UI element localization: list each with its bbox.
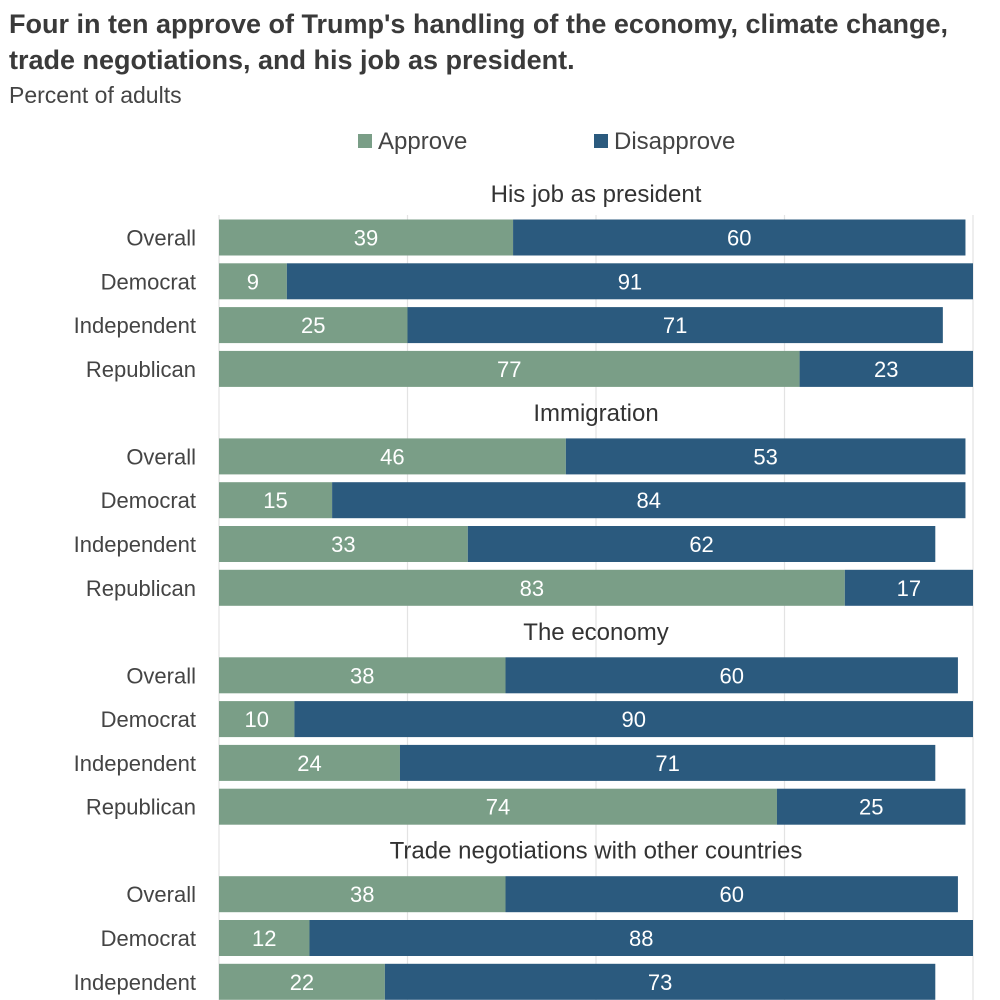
bar-disapprove-1-0 bbox=[565, 438, 966, 475]
bar-approve-2-0 bbox=[219, 657, 506, 694]
value-label-approve-2-1: 10 bbox=[244, 707, 268, 732]
value-label-disapprove-0-0: 60 bbox=[727, 226, 751, 251]
value-label-approve-0-0: 39 bbox=[354, 226, 378, 251]
bar-disapprove-3-0 bbox=[505, 876, 958, 913]
bar-approve-1-1 bbox=[219, 482, 333, 519]
row-label-2-3: Republican bbox=[86, 795, 196, 820]
bar-approve-0-3 bbox=[219, 350, 800, 387]
bar-approve-2-1 bbox=[219, 701, 295, 738]
value-label-approve-2-3: 74 bbox=[486, 795, 510, 820]
legend-item-disapprove: Disapprove bbox=[594, 128, 735, 156]
value-label-disapprove-1-3: 17 bbox=[897, 576, 921, 601]
legend-label-disapprove: Disapprove bbox=[614, 128, 736, 155]
row-label-0-1: Democrat bbox=[101, 269, 196, 294]
value-label-approve-3-2: 22 bbox=[290, 970, 314, 995]
value-label-approve-1-1: 15 bbox=[263, 488, 287, 513]
value-label-disapprove-2-2: 71 bbox=[655, 751, 679, 776]
value-label-approve-2-0: 38 bbox=[350, 663, 374, 688]
bar-disapprove-0-0 bbox=[513, 219, 966, 256]
bar-approve-1-3 bbox=[219, 569, 845, 606]
row-label-0-0: Overall bbox=[126, 226, 196, 251]
group-title-1: Immigration bbox=[533, 400, 658, 427]
row-label-1-1: Democrat bbox=[101, 488, 196, 513]
bar-disapprove-1-1 bbox=[332, 482, 966, 519]
legend-item-approve: Approve bbox=[358, 128, 467, 156]
row-label-1-2: Independent bbox=[74, 532, 196, 557]
value-label-approve-0-1: 9 bbox=[247, 269, 259, 294]
row-label-0-3: Republican bbox=[86, 357, 196, 382]
legend-label-approve: Approve bbox=[378, 128, 468, 155]
value-label-disapprove-1-1: 84 bbox=[637, 488, 661, 513]
bar-approve-3-2 bbox=[219, 963, 385, 1000]
row-label-3-0: Overall bbox=[126, 882, 196, 907]
bar-approve-2-2 bbox=[219, 744, 400, 781]
legend-swatch-approve bbox=[358, 133, 372, 148]
bar-disapprove-2-1 bbox=[294, 701, 973, 738]
row-label-1-3: Republican bbox=[86, 576, 196, 601]
bar-approve-1-0 bbox=[219, 438, 566, 475]
bar-approve-2-3 bbox=[219, 788, 777, 825]
row-label-2-1: Democrat bbox=[101, 707, 196, 732]
row-label-0-2: Independent bbox=[74, 313, 196, 338]
value-label-disapprove-0-2: 71 bbox=[663, 313, 687, 338]
value-label-approve-1-0: 46 bbox=[380, 444, 404, 469]
bar-approve-3-0 bbox=[219, 876, 506, 913]
value-label-approve-1-3: 83 bbox=[520, 576, 544, 601]
value-label-approve-2-2: 24 bbox=[297, 751, 321, 776]
bar-disapprove-2-2 bbox=[399, 744, 936, 781]
bar-disapprove-0-3 bbox=[799, 350, 973, 387]
row-label-2-0: Overall bbox=[126, 663, 196, 688]
legend-swatch-disapprove bbox=[594, 133, 608, 148]
row-label-1-0: Overall bbox=[126, 444, 196, 469]
bar-approve-0-1 bbox=[219, 263, 287, 300]
value-label-approve-0-2: 25 bbox=[301, 313, 325, 338]
value-label-disapprove-3-0: 60 bbox=[719, 882, 743, 907]
value-label-disapprove-0-3: 23 bbox=[874, 357, 898, 382]
bar-disapprove-2-0 bbox=[505, 657, 958, 694]
value-label-disapprove-1-2: 62 bbox=[689, 532, 713, 557]
chart-subtitle: Percent of adults bbox=[9, 82, 182, 108]
bar-disapprove-3-2 bbox=[384, 963, 936, 1000]
bar-approve-0-2 bbox=[219, 307, 408, 344]
value-label-disapprove-3-1: 88 bbox=[629, 926, 653, 951]
row-label-3-2: Independent bbox=[74, 970, 196, 995]
bar-disapprove-0-2 bbox=[407, 307, 943, 344]
value-label-disapprove-2-3: 25 bbox=[859, 795, 883, 820]
row-label-3-1: Democrat bbox=[101, 926, 196, 951]
value-label-approve-1-2: 33 bbox=[331, 532, 355, 557]
bar-disapprove-2-3 bbox=[776, 788, 966, 825]
group-title-3: Trade negotiations with other countries bbox=[390, 838, 803, 865]
value-label-disapprove-2-1: 90 bbox=[621, 707, 645, 732]
value-label-approve-3-0: 38 bbox=[350, 882, 374, 907]
group-title-2: The economy bbox=[523, 619, 668, 646]
value-label-disapprove-1-0: 53 bbox=[753, 444, 777, 469]
value-label-disapprove-3-2: 73 bbox=[648, 970, 672, 995]
value-label-approve-3-1: 12 bbox=[252, 926, 276, 951]
chart-title: Four in ten approve of Trump's handling … bbox=[9, 9, 949, 75]
bar-disapprove-1-3 bbox=[844, 569, 973, 606]
bar-disapprove-3-1 bbox=[309, 920, 974, 956]
bar-approve-1-2 bbox=[219, 526, 468, 562]
bar-approve-3-1 bbox=[219, 920, 310, 956]
bar-disapprove-0-1 bbox=[286, 263, 973, 300]
value-label-disapprove-0-1: 91 bbox=[618, 269, 642, 294]
bar-disapprove-1-2 bbox=[467, 526, 936, 562]
group-title-0: His job as president bbox=[491, 181, 702, 208]
value-label-approve-0-3: 77 bbox=[497, 357, 521, 382]
row-label-2-2: Independent bbox=[74, 751, 196, 776]
value-label-disapprove-2-0: 60 bbox=[719, 663, 743, 688]
bar-approve-0-0 bbox=[219, 219, 514, 256]
